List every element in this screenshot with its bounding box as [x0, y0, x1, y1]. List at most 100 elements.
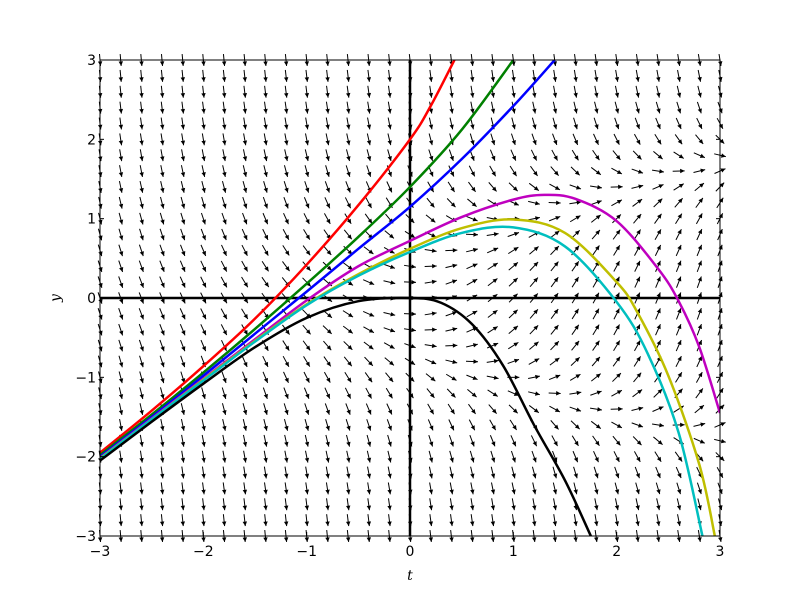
direction-arrow: [325, 466, 330, 479]
direction-arrow: [528, 216, 540, 221]
direction-arrow: [590, 390, 602, 396]
direction-arrow: [387, 450, 392, 463]
direction-arrow: [160, 133, 165, 146]
direction-arrow: [528, 374, 540, 380]
direction-arrow: [362, 279, 375, 286]
direction-arrow: [160, 149, 165, 162]
direction-arrow: [449, 69, 454, 82]
direction-arrow: [468, 419, 476, 431]
direction-arrow: [469, 133, 475, 146]
direction-arrow: [508, 182, 519, 192]
direction-arrow: [612, 150, 621, 161]
direction-arrow: [571, 308, 579, 320]
direction-arrow: [118, 244, 124, 257]
direction-arrow: [387, 149, 392, 162]
direction-arrow: [201, 85, 206, 98]
direction-arrow: [675, 371, 683, 383]
direction-arrow: [263, 403, 268, 415]
direction-arrow: [263, 117, 268, 130]
direction-arrow: [470, 466, 475, 479]
direction-arrow: [241, 260, 249, 272]
direction-arrow: [424, 248, 437, 253]
direction-arrow: [653, 150, 663, 160]
direction-arrow: [449, 482, 454, 495]
direction-arrow: [635, 498, 640, 511]
direction-arrow: [160, 466, 165, 479]
direction-arrow: [592, 324, 600, 336]
direction-arrow: [241, 276, 249, 288]
direction-arrow: [138, 244, 144, 257]
direction-arrow: [695, 371, 703, 383]
direction-arrow: [221, 196, 227, 209]
direction-arrow: [323, 245, 332, 256]
direction-arrow: [633, 356, 641, 367]
direction-arrow: [139, 450, 144, 463]
direction-arrow: [180, 180, 186, 193]
direction-arrow: [322, 325, 333, 335]
direction-arrow: [611, 421, 623, 429]
direction-arrow: [242, 418, 248, 431]
direction-arrow: [387, 466, 392, 479]
direction-arrow: [263, 133, 268, 146]
direction-arrow: [612, 372, 622, 382]
direction-arrow: [508, 404, 519, 414]
direction-arrow: [221, 69, 227, 82]
direction-arrow: [222, 434, 227, 447]
direction-arrow: [552, 85, 558, 98]
direction-arrow: [242, 181, 248, 193]
direction-arrow: [160, 180, 165, 193]
direction-arrow: [180, 434, 186, 447]
direction-arrow: [324, 403, 330, 415]
direction-arrow: [445, 359, 458, 364]
direction-arrow: [428, 133, 434, 146]
direction-arrow: [387, 101, 392, 114]
direction-arrow: [180, 466, 186, 479]
direction-arrow: [613, 133, 620, 145]
direction-arrow: [346, 482, 351, 495]
direction-arrow: [284, 133, 289, 146]
direction-arrow: [445, 343, 458, 348]
direction-arrow: [511, 498, 516, 511]
direction-arrow: [283, 371, 289, 384]
direction-arrow: [490, 514, 496, 527]
direction-arrow: [696, 355, 703, 368]
direction-arrow: [449, 85, 454, 98]
direction-arrow: [179, 324, 186, 336]
direction-arrow: [346, 133, 351, 146]
direction-arrow: [180, 101, 186, 114]
direction-arrow: [610, 406, 623, 412]
direction-arrow: [160, 165, 165, 178]
direction-arrow: [696, 244, 703, 257]
direction-arrow: [282, 340, 290, 351]
direction-arrow: [613, 324, 620, 336]
direction-arrow: [342, 310, 354, 318]
direction-arrow: [118, 466, 124, 479]
direction-arrow: [551, 149, 558, 161]
direction-arrow: [676, 482, 682, 495]
direction-arrow: [693, 152, 706, 159]
direction-arrow: [490, 69, 496, 82]
direction-arrow: [675, 244, 682, 257]
direction-arrow: [139, 387, 144, 400]
direction-arrow: [304, 482, 310, 495]
direction-arrow: [693, 168, 706, 173]
direction-arrow: [425, 214, 436, 223]
direction-arrow: [346, 498, 351, 511]
direction-arrow: [511, 482, 516, 495]
direction-arrow: [696, 117, 703, 130]
direction-arrow: [180, 403, 186, 416]
direction-arrow: [571, 276, 579, 288]
direction-arrow: [510, 435, 517, 447]
direction-arrow: [263, 514, 268, 527]
direction-arrow: [654, 133, 662, 145]
direction-arrow: [242, 482, 248, 495]
direction-arrow: [531, 450, 537, 463]
y-tick-label: −1: [75, 370, 96, 386]
direction-arrow: [695, 213, 703, 225]
direction-arrow: [263, 165, 268, 178]
direction-arrow: [613, 340, 621, 351]
direction-arrow: [387, 434, 392, 447]
direction-arrow: [449, 466, 454, 479]
direction-arrow: [139, 117, 144, 130]
direction-arrow: [673, 183, 684, 191]
